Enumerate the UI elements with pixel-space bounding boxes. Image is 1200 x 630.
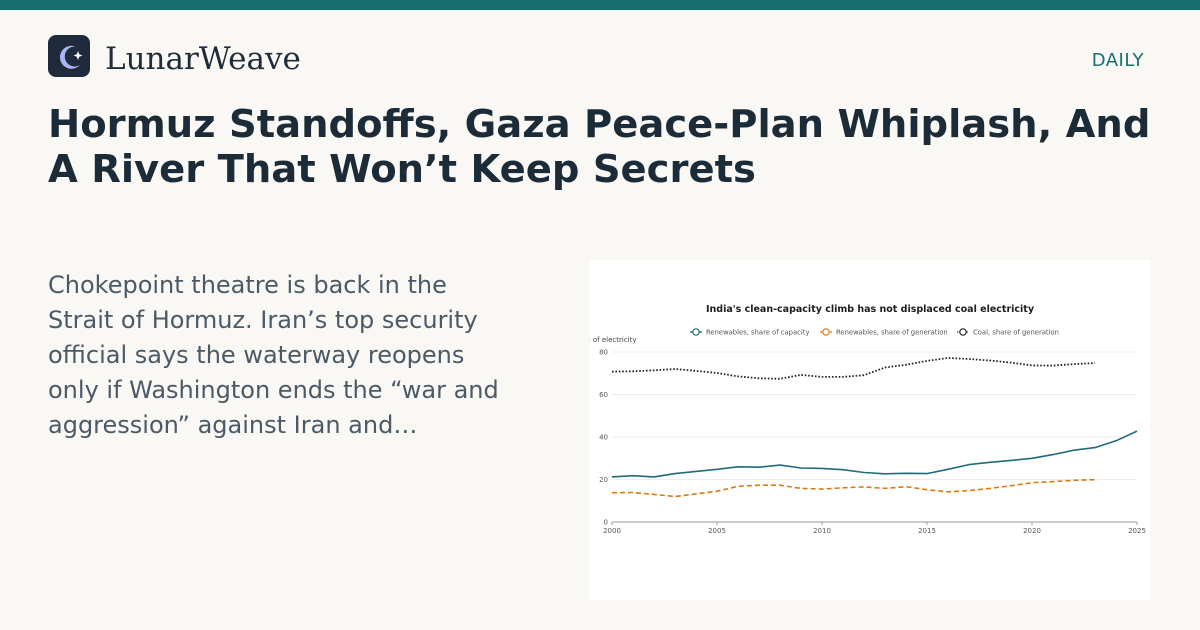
legend-label-0: Renewables, share of capacity	[706, 329, 809, 337]
y-tick-label-40: 40	[599, 434, 608, 442]
legend-item-2: Coal, share of generation	[957, 328, 1059, 337]
legend-label-1: Renewables, share of generation	[836, 329, 948, 337]
section-label[interactable]: DAILY	[1091, 50, 1144, 71]
chart-axes: 0 20 40 60 80 2000 2005 2010 2015 2020 2025	[599, 349, 1146, 536]
legend-label-2: Coal, share of generation	[973, 329, 1059, 337]
x-tick-label-2015: 2015	[918, 527, 936, 535]
legend-marker-1	[822, 328, 830, 336]
y-axis-label: % of electricity	[590, 336, 637, 344]
chart-plot-area	[611, 357, 1138, 498]
legend-marker-0	[692, 328, 700, 336]
top-accent-bar	[0, 0, 1200, 10]
x-tick-label-2000: 2000	[603, 527, 621, 535]
y-tick-label-60: 60	[599, 391, 608, 399]
legend-item-0: Renewables, share of capacity	[690, 328, 809, 337]
y-tick-label-20: 20	[599, 476, 608, 484]
legend-marker-2	[959, 328, 967, 336]
x-tick-label-2005: 2005	[708, 527, 726, 535]
brand-name[interactable]: LunarWeave	[105, 41, 301, 77]
chart-legend: Renewables, share of capacity Renewables,…	[690, 328, 1059, 337]
chart-grid	[612, 351, 1137, 480]
x-tick-label-2010: 2010	[813, 527, 831, 535]
series-line-1	[611, 478, 1096, 498]
article-headline[interactable]: Hormuz Standoffs, Gaza Peace-Plan Whipla…	[48, 102, 1151, 192]
x-tick-label-2025: 2025	[1128, 527, 1146, 535]
chart-card: India's clean-capacity climb has not dis…	[590, 260, 1150, 600]
x-tick-label-2020: 2020	[1023, 527, 1041, 535]
y-tick-label-80: 80	[599, 349, 608, 357]
logo-background	[48, 35, 90, 77]
chart-title: India's clean-capacity climb has not dis…	[706, 304, 1035, 315]
legend-item-1: Renewables, share of generation	[820, 328, 948, 337]
line-chart: India's clean-capacity climb has not dis…	[590, 304, 1146, 536]
series-line-2	[611, 357, 1096, 380]
y-tick-label-0: 0	[604, 519, 608, 527]
moon-crescent	[59, 45, 80, 69]
series-line-0	[611, 430, 1138, 478]
sparkle-star	[73, 51, 83, 60]
crescent-moon-sparkle-icon[interactable]	[48, 35, 90, 77]
article-summary: Chokepoint theatre is back in the Strait…	[48, 271, 499, 439]
